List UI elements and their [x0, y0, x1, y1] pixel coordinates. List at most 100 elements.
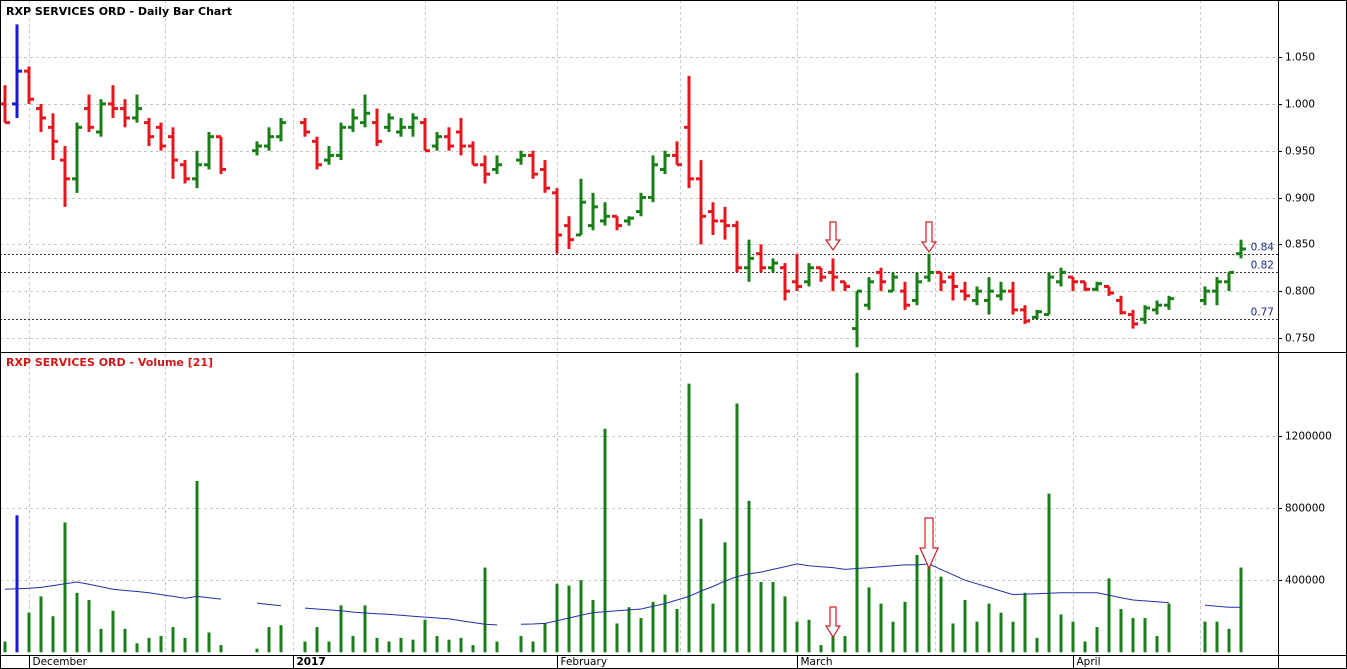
volume-bar [1035, 637, 1039, 653]
level-label: 0.82 [1251, 260, 1274, 272]
volume-bar [975, 621, 979, 653]
volume-bar [1059, 614, 1063, 653]
volume-bar [183, 637, 187, 653]
volume-bar [1155, 636, 1159, 653]
volume-bar [819, 645, 823, 653]
volume-bar [927, 558, 931, 653]
volume-bar [495, 641, 499, 653]
volume-bar [1227, 628, 1231, 653]
volume-bar [1239, 567, 1243, 653]
volume-bar [663, 594, 667, 653]
signal-arrow [824, 606, 842, 639]
volume-bar [1131, 618, 1135, 653]
volume-bar [723, 542, 727, 653]
signal-arrow [824, 221, 842, 252]
volume-bar [63, 522, 67, 653]
volume-bar [915, 554, 919, 653]
volume-bar [1203, 621, 1207, 653]
signal-arrow [919, 517, 939, 570]
grid-layer [0, 0, 1278, 655]
y-tick-label: 1.050 [1285, 52, 1315, 64]
volume-bar [303, 641, 307, 653]
volume-bar [351, 636, 355, 653]
volume-bar [519, 636, 523, 653]
x-tick-label: February [561, 656, 608, 668]
volume-bar [1071, 621, 1075, 653]
volume-bar [171, 627, 175, 653]
mark-layer [0, 24, 1246, 653]
volume-bar [51, 616, 55, 653]
volume-bar [87, 600, 91, 653]
volume-bar [1215, 621, 1219, 653]
volume-bar [135, 643, 139, 653]
level-label: 0.77 [1251, 307, 1274, 319]
y-tick-label: 1.000 [1285, 99, 1315, 111]
y-tick-label: 0.900 [1285, 193, 1315, 205]
volume-bar [1023, 592, 1027, 653]
y-tick-label: 0.800 [1285, 286, 1315, 298]
volume-bar [75, 592, 79, 653]
volume-bar [687, 383, 691, 653]
volume-bar [27, 612, 31, 653]
volume-bar [411, 639, 415, 653]
volume-bar [195, 481, 199, 653]
volume-bar [483, 567, 487, 653]
volume-bar [771, 581, 775, 653]
volume-bar [1167, 603, 1171, 653]
volume-bar [399, 637, 403, 653]
volume-bar [639, 618, 643, 653]
volume-bar [387, 641, 391, 653]
y-tick-label: 1200000 [1285, 431, 1332, 443]
volume-bar [735, 403, 739, 653]
volume-bar [339, 605, 343, 653]
x-tick-label: December [33, 656, 88, 668]
volume-bar [555, 583, 559, 653]
volume-bar [747, 500, 751, 653]
volume-bar [591, 600, 595, 653]
volume-bar [675, 609, 679, 653]
volume-bar [795, 621, 799, 653]
volume-bar [963, 600, 967, 653]
volume-bar [375, 637, 379, 653]
x-tick-label: April [1077, 656, 1101, 668]
volume-bar [891, 621, 895, 653]
volume-bar [147, 637, 151, 653]
volume-bar [615, 623, 619, 653]
level-label: 0.84 [1251, 242, 1275, 254]
volume-bar [435, 636, 439, 653]
volume-bar [987, 603, 991, 653]
volume-bar [1143, 618, 1147, 653]
y-tick-label: 0.850 [1285, 239, 1315, 251]
volume-bar [783, 596, 787, 653]
volume-bar [471, 645, 475, 653]
volume-bar [807, 619, 811, 653]
volume-bar [951, 623, 955, 653]
volume-bar [111, 610, 115, 653]
volume-bar [651, 601, 655, 653]
volume-bar [1107, 578, 1111, 653]
volume-bar [207, 632, 211, 653]
signal-arrow [920, 221, 938, 254]
volume-bar [903, 601, 907, 653]
y-tick-label: 0.950 [1285, 146, 1315, 158]
volume-bar [855, 372, 859, 653]
y-tick-label: 800000 [1285, 503, 1325, 515]
volume-bar [315, 627, 319, 653]
volume-bar [867, 587, 871, 653]
x-tick-label: 2017 [297, 656, 326, 668]
volume-bar [3, 641, 7, 653]
volume-bar [423, 619, 427, 653]
volume-bar [219, 645, 223, 653]
volume-bar [267, 627, 271, 653]
y-tick-label: 0.750 [1285, 333, 1315, 345]
price-title: RXP SERVICES ORD - Daily Bar Chart [6, 5, 232, 18]
x-tick-label: March [801, 656, 833, 668]
volume-bar [543, 623, 547, 653]
y-tick-label: 400000 [1285, 575, 1325, 587]
volume-bar [831, 628, 835, 653]
volume-bar [363, 605, 367, 653]
volume-bar [327, 641, 331, 653]
volume-bar [1083, 641, 1087, 653]
